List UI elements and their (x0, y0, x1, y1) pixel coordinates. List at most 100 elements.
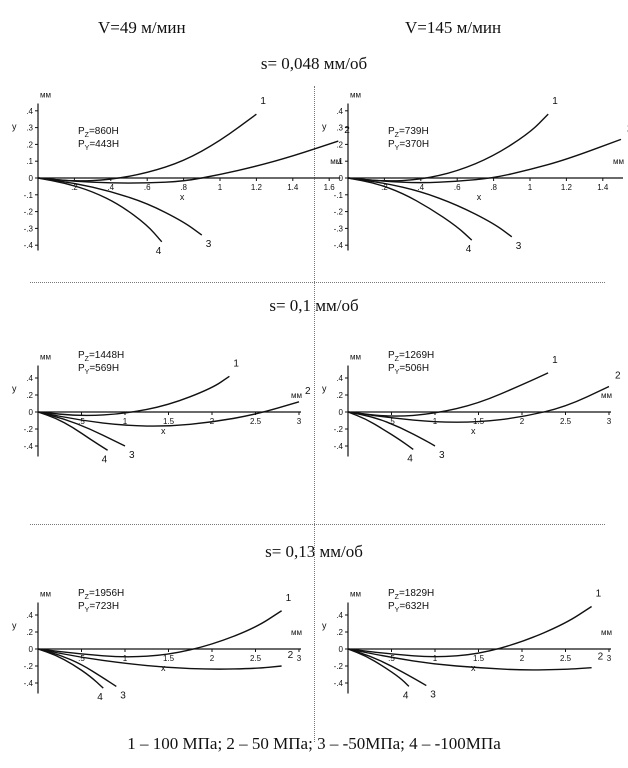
chart-svg: .4 .2 0 -.2 -.4 .5 1 1.5 2 2.5 3 мм y мм x PZ=1829HPY=6… (322, 588, 612, 701)
y-tick-label: -.4 (24, 679, 34, 688)
y-unit-label: мм (40, 353, 51, 362)
x-tick-label: .2 (71, 183, 78, 192)
force-annotation: PZ=1956H (78, 588, 124, 601)
x-axis-label: x (180, 192, 185, 202)
y-unit-label: мм (350, 353, 361, 362)
series-label-4: 4 (102, 454, 108, 465)
legend-footer: 1 – 100 МПа; 2 – 50 МПа; 3 – -50МПа; 4 –… (127, 734, 501, 753)
series-line-4 (37, 177, 163, 243)
chart-panel-v145-s01: .4.2 0 -.2 -.4.5 1 1.5 2 2.5 3 мм y мм x PZ=1269H PY=5… (316, 334, 621, 504)
series-label-2: 2 (344, 125, 350, 136)
y-tick-label: 0 (339, 645, 344, 654)
series-line-3 (347, 411, 436, 447)
series-label-1: 1 (260, 96, 266, 107)
y-tick-label: -.2 (24, 208, 34, 217)
series-label-3: 3 (516, 241, 522, 252)
series-label-4: 4 (466, 244, 472, 255)
x-tick-label: 1.2 (251, 183, 263, 192)
y-tick-label: .4 (26, 107, 33, 116)
series-line-2 (37, 140, 339, 184)
x-tick-label: 3 (607, 417, 612, 426)
series-label-1: 1 (233, 358, 239, 369)
x-tick-label: 1 (528, 183, 533, 192)
x-tick-label: .6 (144, 183, 151, 192)
chart-panel-v49-s013: .4 .2 0 -.2 -.4 .5 1 1.5 2 2.5 3 мм y мм x PZ=1956H PY=7… (6, 572, 306, 742)
chart-panel-v49-s0048: .4.3.2.1 0 -.1 -.2 -.3 -.4.2.4.6.8 1 1.2 1.4 1.6 м… (6, 90, 350, 262)
column-divider (314, 86, 315, 742)
series-line-4 (37, 411, 108, 451)
y-tick-label: .4 (336, 611, 343, 620)
y-tick-label: -.2 (334, 662, 344, 671)
series-label-2: 2 (288, 650, 294, 661)
force-annotation: PY=632H (388, 601, 429, 614)
x-tick-label: 2.5 (560, 654, 572, 663)
x-tick-label: .5 (78, 417, 85, 426)
force-annotation: PY=370H (388, 139, 429, 152)
series-line-2 (347, 648, 592, 671)
x-tick-label: 3 (607, 654, 612, 663)
chart-svg: .4.3.2.10-.1-.2-.3-.4.2.4.6.8 1 1.2 1.4 1.6м… (12, 90, 350, 257)
row-divider (30, 524, 605, 525)
x-unit-label: мм (613, 157, 624, 166)
series-line-2 (347, 385, 610, 423)
chart-panel-v145-s013: .4 .2 0 -.2 -.4 .5 1 1.5 2 2.5 3 мм y мм x PZ=1829H PY=6… (316, 572, 616, 742)
y-tick-label: -.2 (24, 662, 34, 671)
series-line-1 (37, 610, 282, 658)
y-axis-label: y (12, 121, 17, 131)
series-line-1 (37, 113, 257, 182)
force-annotation: PZ=1269H (388, 350, 434, 363)
x-tick-label: .5 (78, 654, 85, 663)
series-label-2: 2 (598, 652, 604, 663)
series-line-4 (347, 177, 473, 241)
y-tick-label: .4 (26, 611, 33, 620)
series-label-4: 4 (156, 246, 162, 257)
series-label-3: 3 (430, 690, 436, 701)
force-annotation: PY=506H (388, 363, 429, 376)
x-tick-label: 1.5 (163, 654, 175, 663)
y-axis-label: y (322, 121, 327, 131)
y-tick-label: .1 (336, 157, 343, 166)
x-axis-label: x (161, 663, 166, 673)
y-tick-label: .2 (26, 628, 33, 637)
force-annotation: PZ=739H (388, 126, 429, 139)
x-tick-label: 2 (210, 654, 215, 663)
series-label-3: 3 (129, 450, 135, 461)
y-tick-label: .4 (336, 107, 343, 116)
series-label-1: 1 (286, 593, 292, 604)
y-tick-label: -.1 (334, 191, 344, 200)
x-tick-label: .5 (388, 654, 395, 663)
y-tick-label: 0 (29, 408, 34, 417)
y-tick-label: -.1 (24, 191, 34, 200)
series-label-2: 2 (615, 371, 621, 382)
y-tick-label: 0 (339, 408, 344, 417)
x-tick-label: 3 (297, 417, 302, 426)
x-tick-label: 2.5 (250, 417, 262, 426)
chart-svg: .4 .3 .2 .1 0 -.1 -.2 -.3 -.4 .2 .4 .6 .8 1 1.2 1.4 мм y м… (322, 90, 628, 255)
series-label-3: 3 (120, 690, 126, 701)
series-line-1 (347, 605, 592, 658)
series-line-2 (37, 648, 282, 670)
y-tick-label: .2 (336, 140, 343, 149)
x-tick-label: .2 (381, 183, 388, 192)
y-tick-label: -.4 (334, 679, 344, 688)
chart-svg: .4 .2 0 -.2 -.4 .5 1 1.5 2 2.5 3 мм y мм x PZ=1448HPY=5… (12, 350, 311, 465)
x-unit-label: мм (601, 628, 612, 637)
x-tick-label: 1.6 (324, 183, 336, 192)
y-axis-label: y (322, 384, 327, 394)
x-tick-label: 1.4 (597, 183, 609, 192)
series-label-4: 4 (407, 453, 413, 464)
series-label-1: 1 (552, 355, 558, 366)
y-tick-label: -.4 (24, 241, 34, 250)
y-axis-label: y (12, 621, 17, 631)
y-tick-label: -.2 (24, 425, 34, 434)
series-line-2 (37, 401, 300, 427)
y-tick-label: .4 (336, 374, 343, 383)
y-tick-label: 0 (29, 174, 34, 183)
y-tick-label: -.3 (334, 224, 344, 233)
y-tick-label: .4 (26, 374, 33, 383)
series-line-3 (347, 177, 513, 238)
force-annotation: PY=723H (78, 601, 119, 614)
series-label-3: 3 (439, 450, 445, 461)
force-annotation: PZ=860H (78, 126, 119, 139)
x-tick-label: 1 (123, 654, 128, 663)
